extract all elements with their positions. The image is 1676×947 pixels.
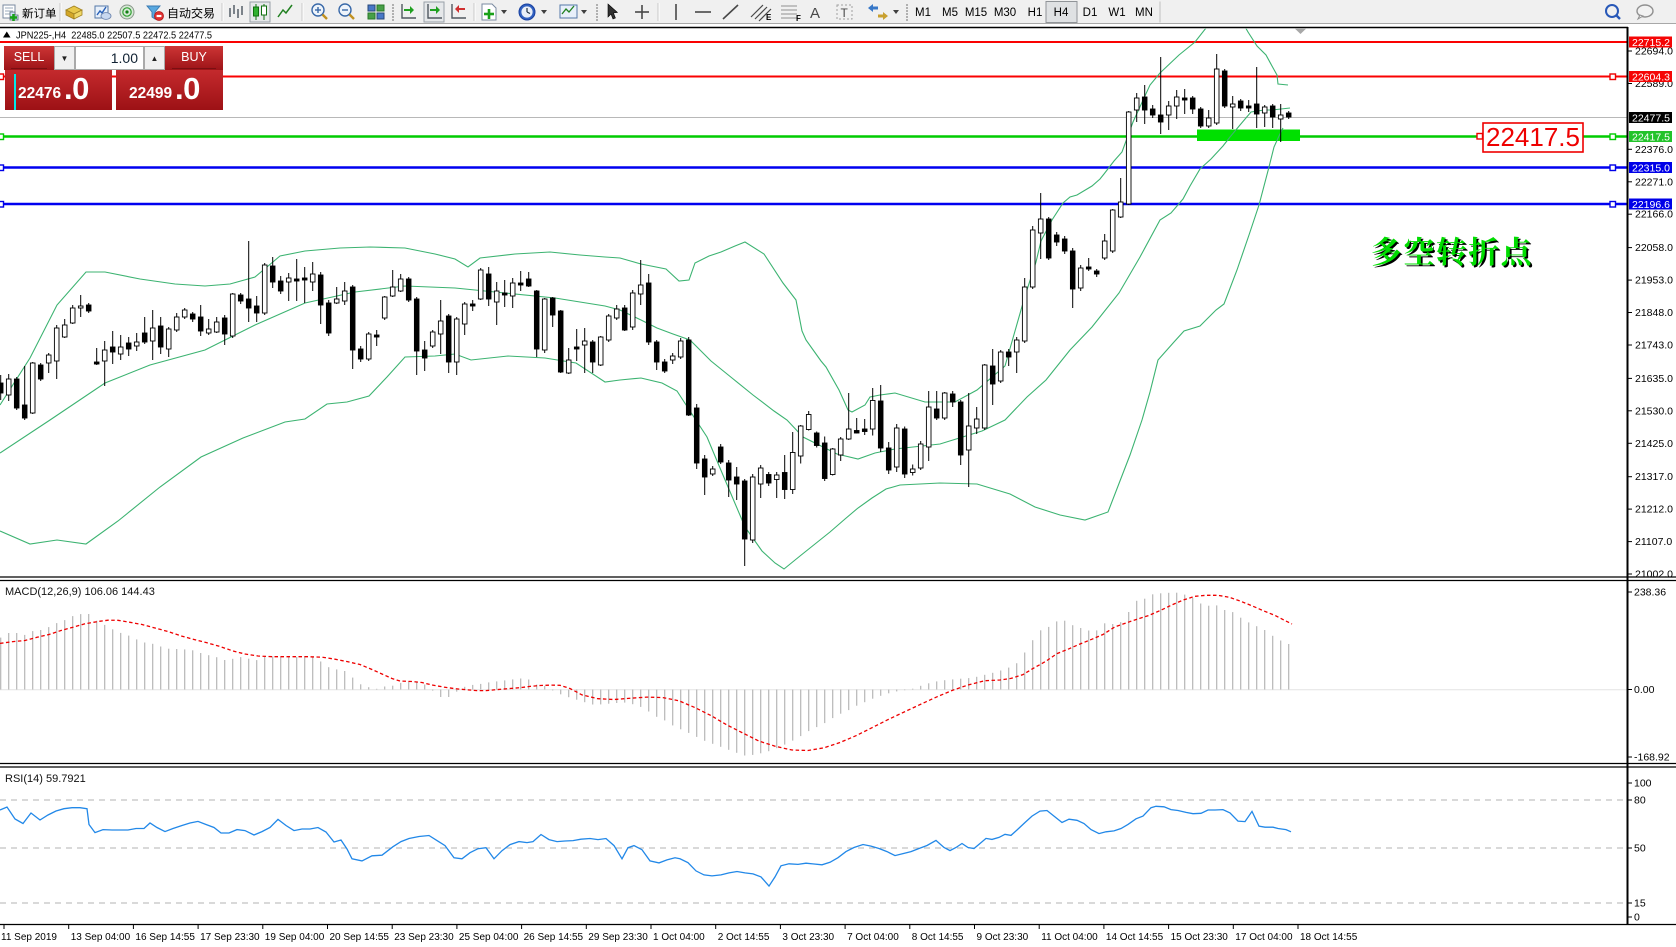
svg-text:2 Oct 14:55: 2 Oct 14:55 — [718, 932, 770, 943]
svg-text:D1: D1 — [1083, 7, 1098, 19]
svg-text:21002.0: 21002.0 — [1635, 569, 1673, 581]
svg-text:7 Oct 04:00: 7 Oct 04:00 — [847, 932, 899, 943]
svg-text:21953.0: 21953.0 — [1635, 275, 1673, 287]
svg-text:RSI(14) 59.7921: RSI(14) 59.7921 — [5, 773, 86, 785]
svg-text:13 Sep 04:00: 13 Sep 04:00 — [71, 932, 131, 943]
svg-text:238.36: 238.36 — [1634, 587, 1666, 599]
svg-text:20 Sep 14:55: 20 Sep 14:55 — [330, 932, 390, 943]
svg-text:M5: M5 — [942, 7, 958, 19]
svg-text:18 Oct 14:55: 18 Oct 14:55 — [1300, 932, 1358, 943]
svg-text:22271.0: 22271.0 — [1635, 176, 1673, 188]
svg-text:22315.0: 22315.0 — [1632, 162, 1670, 174]
svg-text:29 Sep 23:30: 29 Sep 23:30 — [588, 932, 648, 943]
svg-text:8 Oct 14:55: 8 Oct 14:55 — [912, 932, 964, 943]
svg-text:F: F — [796, 14, 801, 23]
svg-text:22715.2: 22715.2 — [1632, 37, 1670, 49]
svg-text:25 Sep 04:00: 25 Sep 04:00 — [459, 932, 519, 943]
svg-text:11 Sep 2019: 11 Sep 2019 — [1, 932, 57, 943]
svg-text:JPN225-,H4 22485.0 22507.5 22: JPN225-,H4 22485.0 22507.5 22472.5 22477… — [16, 30, 212, 42]
svg-text:A: A — [810, 5, 820, 22]
svg-text:21107.0: 21107.0 — [1635, 536, 1672, 548]
svg-text:21635.0: 21635.0 — [1635, 373, 1673, 385]
svg-text:H4: H4 — [1054, 7, 1069, 19]
svg-text:21212.0: 21212.0 — [1635, 504, 1673, 516]
svg-text:21848.0: 21848.0 — [1635, 307, 1673, 319]
svg-text:80: 80 — [1634, 795, 1646, 807]
svg-text:23 Sep 23:30: 23 Sep 23:30 — [394, 932, 454, 943]
svg-text:1 Oct 04:00: 1 Oct 04:00 — [653, 932, 705, 943]
svg-text:22604.3: 22604.3 — [1632, 71, 1670, 83]
svg-text:M15: M15 — [965, 7, 987, 19]
svg-text:22376.0: 22376.0 — [1635, 144, 1673, 156]
svg-text:21743.0: 21743.0 — [1635, 340, 1673, 352]
svg-text:E: E — [766, 13, 772, 22]
svg-text:21317.0: 21317.0 — [1635, 471, 1673, 483]
svg-text:22694.0: 22694.0 — [1635, 46, 1673, 58]
svg-text:22166.0: 22166.0 — [1635, 209, 1673, 221]
svg-text:22417.5: 22417.5 — [1486, 122, 1580, 152]
svg-text:22477.5: 22477.5 — [1632, 112, 1670, 124]
svg-text:-168.92: -168.92 — [1634, 752, 1670, 764]
svg-text:21425.0: 21425.0 — [1635, 438, 1673, 450]
svg-text:22417.5: 22417.5 — [1632, 131, 1670, 143]
svg-text:17 Oct 04:00: 17 Oct 04:00 — [1235, 932, 1293, 943]
svg-text:T: T — [841, 6, 849, 20]
svg-text:M1: M1 — [915, 7, 931, 19]
svg-text:11 Oct 04:00: 11 Oct 04:00 — [1041, 932, 1098, 943]
svg-text:0.00: 0.00 — [1634, 684, 1655, 696]
svg-text:50: 50 — [1634, 843, 1646, 855]
svg-text:W1: W1 — [1108, 7, 1125, 19]
svg-text:26 Sep 14:55: 26 Sep 14:55 — [524, 932, 584, 943]
svg-text:M30: M30 — [994, 7, 1016, 19]
svg-text:0: 0 — [1634, 912, 1640, 924]
svg-text:22196.6: 22196.6 — [1632, 199, 1670, 211]
svg-text:17 Sep 23:30: 17 Sep 23:30 — [200, 932, 260, 943]
svg-text:19 Sep 04:00: 19 Sep 04:00 — [265, 932, 325, 943]
svg-text:MN: MN — [1135, 7, 1153, 19]
svg-text:14 Oct 14:55: 14 Oct 14:55 — [1106, 932, 1164, 943]
svg-text:H1: H1 — [1028, 7, 1043, 19]
svg-text:100: 100 — [1634, 778, 1652, 790]
svg-text:3 Oct 23:30: 3 Oct 23:30 — [782, 932, 834, 943]
svg-text:MACD(12,26,9) 106.06 144.43: MACD(12,26,9) 106.06 144.43 — [5, 586, 155, 598]
svg-text:21530.0: 21530.0 — [1635, 405, 1673, 417]
svg-text:9 Oct 23:30: 9 Oct 23:30 — [977, 932, 1029, 943]
svg-text:15: 15 — [1634, 898, 1646, 910]
svg-text:22058.0: 22058.0 — [1635, 242, 1673, 254]
svg-text:15 Oct 23:30: 15 Oct 23:30 — [1171, 932, 1229, 943]
svg-text:16 Sep 14:55: 16 Sep 14:55 — [135, 932, 195, 943]
